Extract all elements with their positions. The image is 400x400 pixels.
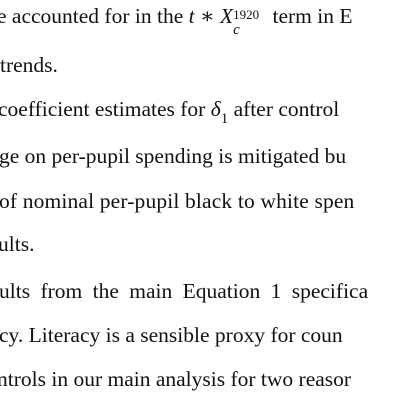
text-line-6: ults. [0, 231, 34, 257]
math-x-scripts: 1920 c [233, 7, 267, 38]
text-line-5: of nominal per-pupil black to white spen [0, 188, 354, 214]
math-operator: ∗ [194, 4, 220, 28]
line-3-text-before: coefficient estimates for [0, 97, 211, 121]
line-1-text-after: term in E [267, 4, 353, 28]
text-line-4: ge on per-pupil spending is mitigated bu [0, 143, 346, 169]
text-line-9: ntrols in our main analysis for two reas… [0, 366, 351, 392]
line-3-text-after: after control [228, 97, 340, 121]
line-9-text: ntrols in our main analysis for two reas… [0, 367, 352, 391]
text-line-8: cy. Literacy is a sensible proxy for cou… [0, 322, 343, 348]
line-6-text: ults. [0, 232, 35, 256]
line-1-text-before: e accounted for in the [0, 4, 189, 28]
line-7-text: ults from the main Equation 1 specifica [0, 279, 369, 303]
line-5-text: of nominal per-pupil black to white spen [0, 189, 355, 213]
text-line-1: e accounted for in the t ∗ X 1920 c term i… [0, 3, 353, 38]
line-2-text: trends. [0, 53, 58, 77]
line-8-text: cy. Literacy is a sensible proxy for cou… [0, 323, 343, 347]
math-delta-subscript: 1 [220, 111, 229, 128]
text-line-3: coefficient estimates for δ1 after contr… [0, 96, 340, 127]
math-t: t [188, 4, 195, 28]
text-line-2: trends. [0, 52, 58, 78]
text-line-7: ults from the main Equation 1 specifica [0, 278, 368, 304]
math-x: X [219, 4, 234, 28]
math-x-subscript: c [233, 22, 240, 38]
line-4-text: ge on per-pupil spending is mitigated bu [0, 144, 347, 168]
math-delta: δ [210, 97, 221, 121]
math-x-superscript: 1920 [233, 7, 260, 22]
